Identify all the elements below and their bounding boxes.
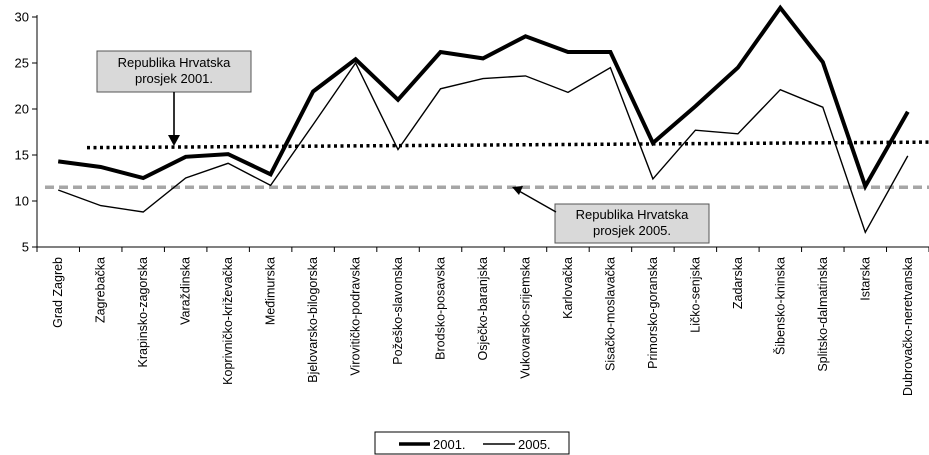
reference-lines <box>45 140 929 189</box>
series-line-2005 <box>57 61 909 235</box>
x-tick-label: Splitsko-dalmatinska <box>816 257 830 372</box>
x-tick-label: Primorsko-goranska <box>646 257 660 369</box>
x-tick-label: Šibensko-kninska <box>772 257 787 355</box>
y-tick-label: 25 <box>15 56 29 71</box>
chart-axes: 5 10 15 20 25 30 Grad Zagreb Zagrebačka Krapinsk… <box>15 10 929 396</box>
x-tick-label: Karlovačka <box>561 257 575 319</box>
x-tick-label: Koprivničko-križevačka <box>221 257 235 385</box>
y-tick-label: 15 <box>15 148 29 163</box>
x-tick-label: Zadarska <box>731 257 745 309</box>
callout-2005-line-1: Republika Hrvatska <box>576 207 689 222</box>
x-tick-label: Bjelovarsko-bilogorska <box>306 257 320 383</box>
x-tick-label: Grad Zagreb <box>51 257 65 328</box>
x-tick-label: Osječko-baranjska <box>476 257 490 361</box>
x-tick-label: Varaždinska <box>179 257 193 325</box>
y-tick-label: 5 <box>22 240 29 255</box>
y-tick-label: 10 <box>15 194 29 209</box>
x-tick-label: Sisačko-moslavačka <box>603 257 617 371</box>
x-tick-label: Međimurska <box>264 257 278 325</box>
legend: 2001. 2005. <box>374 431 570 455</box>
x-tick-label: Virovitičko-podravska <box>349 257 363 376</box>
x-tick-label: Krapinsko-zagorska <box>136 257 150 368</box>
y-tick-label: 20 <box>15 102 29 117</box>
callout-2001-line-1: Republika Hrvatska <box>118 55 231 70</box>
y-tick-label: 30 <box>15 10 29 25</box>
data-series <box>57 4 910 235</box>
callout-2005-arrow <box>518 190 557 213</box>
callout-2005-box <box>554 203 710 244</box>
callout-2005-line-2: prosjek 2005. <box>593 223 671 238</box>
callout-2005-arrowhead <box>512 186 523 195</box>
x-tick-label: Vukovarsko-srijemska <box>518 257 532 379</box>
x-tick-label: Ličko-senjska <box>688 257 702 333</box>
legend-2005-label: 2005. <box>518 437 551 452</box>
series-line-2001 <box>57 4 910 192</box>
x-tick-label: Brodsko-posavska <box>434 257 448 360</box>
callout-2001-average: Republika Hrvatska prosjek 2001. <box>96 50 252 146</box>
callout-2001-arrowhead <box>168 135 180 146</box>
x-tick-label: Istarska <box>858 257 872 301</box>
x-tick-label: Dubrovačko-neretvanska <box>901 257 915 396</box>
x-tick-label: Zagrebačka <box>94 257 108 323</box>
x-tick-label: Požeško-slavonska <box>391 257 405 365</box>
callout-2005-average: Republika Hrvatska prosjek 2005. <box>512 186 710 244</box>
callout-2001-box <box>96 50 252 93</box>
legend-box <box>374 431 570 455</box>
legend-2001-label: 2001. <box>433 437 466 452</box>
reference-line-2001-average <box>86 140 929 150</box>
callout-2001-line-2: prosjek 2001. <box>135 71 213 86</box>
